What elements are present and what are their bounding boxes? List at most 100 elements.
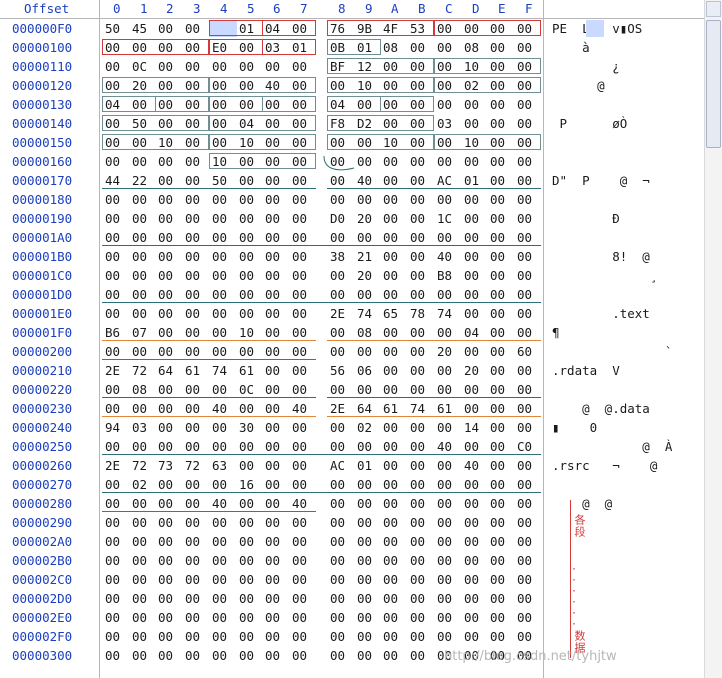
hex-byte[interactable]: 00 xyxy=(132,230,148,245)
hex-byte[interactable]: 00 xyxy=(132,515,148,530)
hex-byte[interactable]: 00 xyxy=(410,572,426,587)
hex-row[interactable]: 000002B0 00 00 00 00 00 00 00 00 00 00 00 00 00 00 00 00 xyxy=(0,551,704,570)
hex-byte[interactable]: 00 xyxy=(239,534,255,549)
hex-byte[interactable]: 00 xyxy=(185,306,201,321)
hex-byte[interactable]: 20 xyxy=(357,211,373,226)
hex-byte[interactable]: 00 xyxy=(490,173,506,188)
hex-byte[interactable]: 60 xyxy=(517,344,533,359)
hex-byte[interactable]: 00 xyxy=(464,97,480,112)
hex-byte[interactable]: 00 xyxy=(464,401,480,416)
hex-byte[interactable]: 00 xyxy=(490,439,506,454)
hex-byte[interactable]: 00 xyxy=(410,325,426,340)
hex-byte[interactable]: 00 xyxy=(265,116,281,131)
hex-byte[interactable]: 00 xyxy=(158,344,174,359)
hex-byte[interactable]: 03 xyxy=(437,116,453,131)
hex-byte[interactable]: 74 xyxy=(357,306,373,321)
ascii-text[interactable]: ¿ xyxy=(552,59,620,74)
hex-byte[interactable]: 00 xyxy=(517,154,533,169)
hex-byte[interactable]: 00 xyxy=(265,439,281,454)
hex-byte[interactable]: 00 xyxy=(464,648,480,663)
hex-byte[interactable]: 40 xyxy=(437,439,453,454)
hex-byte[interactable]: 00 xyxy=(490,135,506,150)
hex-byte[interactable]: 00 xyxy=(105,306,121,321)
hex-byte[interactable]: 00 xyxy=(517,78,533,93)
hex-byte[interactable]: 04 xyxy=(105,97,121,112)
hex-byte[interactable]: 00 xyxy=(517,591,533,606)
hex-byte[interactable]: 00 xyxy=(490,325,506,340)
hex-byte[interactable]: 00 xyxy=(410,629,426,644)
hex-byte[interactable]: 00 xyxy=(517,249,533,264)
hex-byte[interactable]: 10 xyxy=(158,135,174,150)
hex-byte[interactable]: 00 xyxy=(410,78,426,93)
hex-byte[interactable]: E0 xyxy=(212,40,228,55)
hex-byte[interactable]: 00 xyxy=(239,458,255,473)
hex-byte[interactable]: 00 xyxy=(490,648,506,663)
hex-byte[interactable]: 00 xyxy=(265,382,281,397)
hex-byte[interactable]: 00 xyxy=(105,78,121,93)
hex-byte[interactable]: 00 xyxy=(185,629,201,644)
hex-byte[interactable]: 00 xyxy=(517,458,533,473)
hex-byte[interactable]: 00 xyxy=(265,363,281,378)
hex-byte[interactable]: 00 xyxy=(158,192,174,207)
hex-byte[interactable]: 00 xyxy=(158,40,174,55)
hex-byte[interactable]: 00 xyxy=(132,344,148,359)
hex-byte[interactable]: 00 xyxy=(292,648,308,663)
hex-byte[interactable]: 00 xyxy=(330,192,346,207)
hex-byte[interactable]: 00 xyxy=(330,477,346,492)
hex-byte[interactable]: 00 xyxy=(292,268,308,283)
hex-byte[interactable]: 00 xyxy=(490,287,506,302)
hex-byte[interactable]: 08 xyxy=(464,40,480,55)
hex-byte[interactable]: 00 xyxy=(490,230,506,245)
hex-byte[interactable]: 40 xyxy=(292,401,308,416)
hex-byte[interactable]: 12 xyxy=(357,59,373,74)
hex-byte[interactable]: 00 xyxy=(292,344,308,359)
hex-byte[interactable]: 00 xyxy=(517,135,533,150)
hex-byte[interactable]: 00 xyxy=(105,268,121,283)
hex-row[interactable]: 00000300 00 00 00 00 00 00 00 00 00 00 00 00 00 00 00 00 xyxy=(0,646,704,665)
hex-byte[interactable]: 74 xyxy=(437,306,453,321)
hex-byte[interactable]: 0C xyxy=(132,59,148,74)
hex-byte[interactable]: 00 xyxy=(105,135,121,150)
hex-byte[interactable]: 50 xyxy=(105,21,121,36)
hex-byte[interactable]: 00 xyxy=(158,591,174,606)
hex-byte[interactable]: 00 xyxy=(357,610,373,625)
hex-byte[interactable]: 00 xyxy=(132,572,148,587)
hex-byte[interactable]: 00 xyxy=(212,629,228,644)
hex-byte[interactable]: 00 xyxy=(239,249,255,264)
hex-byte[interactable]: 00 xyxy=(239,173,255,188)
hex-byte[interactable]: 00 xyxy=(265,534,281,549)
hex-byte[interactable]: 00 xyxy=(185,287,201,302)
ascii-text[interactable]: ▮ 0 xyxy=(552,420,598,435)
hex-byte[interactable]: 04 xyxy=(464,325,480,340)
hex-byte[interactable]: 00 xyxy=(383,534,399,549)
hex-byte[interactable]: 00 xyxy=(185,154,201,169)
hex-byte[interactable]: 00 xyxy=(212,648,228,663)
hex-byte[interactable]: 78 xyxy=(410,306,426,321)
hex-byte[interactable]: 00 xyxy=(490,344,506,359)
hex-byte[interactable]: AC xyxy=(437,173,453,188)
hex-byte[interactable]: 40 xyxy=(212,496,228,511)
hex-byte[interactable]: 61 xyxy=(437,401,453,416)
hex-byte[interactable]: 00 xyxy=(105,477,121,492)
hex-byte[interactable]: 2E xyxy=(105,458,121,473)
hex-row[interactable]: 00000200 00 00 00 00 00 00 00 00 00 00 00 00 20 00 00 60… xyxy=(0,342,704,361)
hex-byte[interactable]: 00 xyxy=(490,154,506,169)
hex-byte[interactable]: 00 xyxy=(464,515,480,530)
hex-byte[interactable]: 00 xyxy=(158,173,174,188)
hex-byte[interactable]: 00 xyxy=(437,553,453,568)
hex-row[interactable]: 00000250 00 00 00 00 00 00 00 00 00 00 00 00 40 00 00 C0… xyxy=(0,437,704,456)
hex-byte[interactable]: 00 xyxy=(490,97,506,112)
hex-byte[interactable]: 00 xyxy=(357,534,373,549)
hex-byte[interactable]: 10 xyxy=(383,135,399,150)
hex-byte[interactable]: 00 xyxy=(410,59,426,74)
hex-byte[interactable]: 61 xyxy=(185,363,201,378)
hex-byte[interactable]: 00 xyxy=(490,363,506,378)
hex-byte[interactable]: 00 xyxy=(185,515,201,530)
hex-byte[interactable]: 00 xyxy=(357,515,373,530)
hex-byte[interactable]: 00 xyxy=(185,249,201,264)
hex-byte[interactable]: 00 xyxy=(383,230,399,245)
hex-row[interactable]: 00000140 00 50 00 00 00 04 00 00 F8 D2 00 00 03 00 00 00… xyxy=(0,114,704,133)
hex-byte[interactable]: 00 xyxy=(212,230,228,245)
hex-byte[interactable]: 00 xyxy=(464,572,480,587)
hex-byte[interactable]: 00 xyxy=(437,287,453,302)
